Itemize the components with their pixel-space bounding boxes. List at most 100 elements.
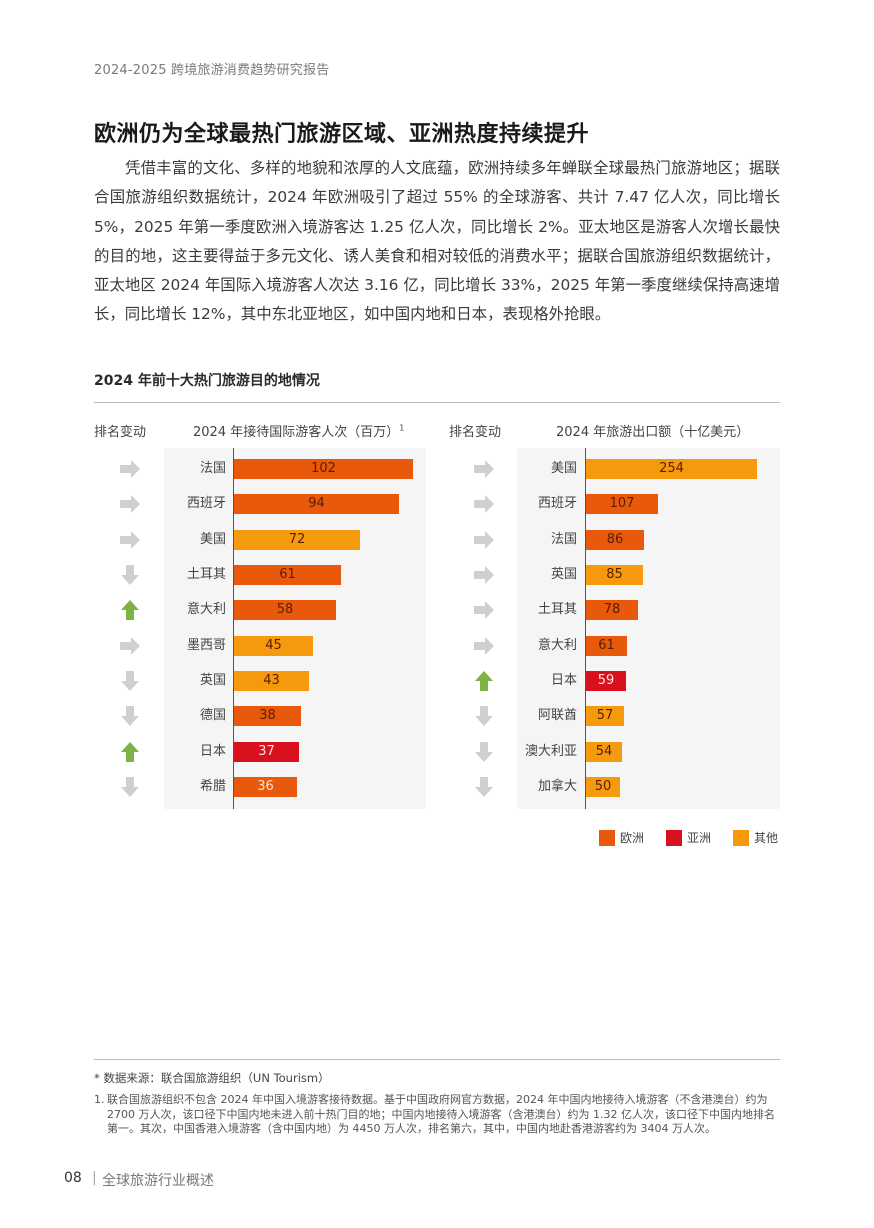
chart-row: 阿联酋 57 — [0, 706, 874, 726]
arrow-down-icon — [472, 741, 496, 762]
footer-section-name: 全球旅游行业概述 — [102, 1173, 214, 1189]
arrow-right-icon — [472, 636, 496, 656]
value-bar: 45 — [234, 636, 313, 656]
arrow-right-icon — [472, 565, 496, 585]
arrow-up-icon — [118, 599, 142, 620]
country-label: 美国 — [199, 532, 226, 547]
legend-swatch-europe — [599, 829, 615, 846]
right-chart-header: 2024 年旅游出口额（十亿美元） — [556, 425, 750, 440]
footnote-text: 联合国旅游组织不包含 2024 年中国入境游客接待数据。基于中国政府网官方数据，… — [107, 1093, 775, 1135]
country-label: 法国 — [199, 461, 226, 476]
value-bar: 37 — [234, 742, 299, 762]
chart-row: 土耳其 61 — [0, 565, 874, 585]
arrow-right-icon — [118, 494, 142, 514]
arrow-down-icon — [118, 564, 142, 585]
arrow-down-icon — [118, 705, 142, 726]
arrow-up-icon — [118, 741, 142, 762]
chart-row: 美国 72 — [0, 530, 874, 550]
body-paragraph: 凭借丰富的文化、多样的地貌和浓厚的人文底蕴，欧洲持续多年蝉联全球最热门旅游地区；… — [94, 154, 780, 330]
chart-row: 意大利 58 — [0, 600, 874, 620]
country-label: 加拿大 — [537, 779, 577, 794]
figure-top-divider — [94, 402, 780, 403]
chart-row: 法国 86 — [0, 530, 874, 550]
chart-row: 日本 37 — [0, 742, 874, 762]
paragraph-text: 凭借丰富的文化、多样的地貌和浓厚的人文底蕴，欧洲持续多年蝉联全球最热门旅游地区；… — [94, 159, 780, 324]
arrow-right-icon — [118, 530, 142, 550]
arrow-up-icon — [472, 670, 496, 691]
legend-label-asia: 亚洲 — [687, 831, 712, 845]
figure-title: 2024 年前十大热门旅游目的地情况 — [94, 373, 320, 389]
value-bar: 78 — [586, 600, 638, 620]
arrow-right-icon — [472, 600, 496, 620]
legend-swatch-asia — [666, 829, 683, 846]
running-header: 2024-2025 跨境旅游消费趋势研究报告 — [94, 63, 330, 78]
country-label: 美国 — [550, 461, 577, 476]
arrow-down-icon — [472, 776, 496, 797]
country-label: 澳大利亚 — [524, 744, 577, 759]
left-chart-axis — [233, 448, 234, 809]
footnote-number: 1. — [94, 1093, 105, 1106]
country-label: 阿联酋 — [537, 708, 577, 723]
left-rank-change-header: 排名变动 — [94, 425, 147, 440]
country-label: 土耳其 — [186, 567, 226, 582]
left-chart-header: 2024 年接待国际游客人次（百万）1 — [193, 421, 404, 440]
value-bar: 94 — [234, 494, 399, 514]
value-bar: 72 — [234, 530, 360, 550]
country-label: 日本 — [199, 744, 226, 759]
country-label: 墨西哥 — [186, 638, 226, 653]
chart-row: 西班牙 94 — [0, 494, 874, 514]
footer-separator: | — [92, 1170, 97, 1186]
section-title: 欧洲仍为全球最热门旅游区域、亚洲热度持续提升 — [94, 122, 590, 147]
legend-label-other: 其他 — [754, 831, 779, 845]
chart-row: 加拿大 50 — [0, 777, 874, 797]
country-label: 希腊 — [199, 779, 226, 794]
country-label: 法国 — [550, 532, 577, 547]
value-bar: 58 — [234, 600, 336, 620]
chart-row: 英国 43 — [0, 671, 874, 691]
arrow-right-icon — [118, 459, 142, 479]
arrow-down-icon — [118, 776, 142, 797]
arrow-down-icon — [118, 670, 142, 691]
data-source-note: * 数据来源：联合国旅游组织（UN Tourism） — [94, 1071, 330, 1085]
arrow-right-icon — [472, 459, 496, 479]
country-label: 西班牙 — [537, 496, 577, 511]
value-bar: 36 — [234, 777, 297, 797]
value-bar: 61 — [234, 565, 341, 585]
country-label: 日本 — [550, 673, 577, 688]
chart-row: 澳大利亚 54 — [0, 742, 874, 762]
chart-row: 美国 254 — [0, 459, 874, 479]
country-label: 德国 — [199, 708, 226, 723]
chart-row: 西班牙 107 — [0, 494, 874, 514]
chart-row: 日本 59 — [0, 671, 874, 691]
arrow-right-icon — [472, 530, 496, 550]
value-bar: 59 — [586, 671, 626, 691]
footnote-mark: 1 — [399, 423, 405, 433]
chart-row: 意大利 61 — [0, 636, 874, 656]
legend: 欧洲 亚洲 其他 — [599, 829, 778, 846]
chart-row: 墨西哥 45 — [0, 636, 874, 656]
value-bar: 43 — [234, 671, 309, 691]
footnote-1: 1. 联合国旅游组织不包含 2024 年中国入境游客接待数据。基于中国政府网官方… — [94, 1093, 784, 1137]
country-label: 西班牙 — [186, 496, 226, 511]
page-number: 08 — [64, 1170, 82, 1186]
chart-row: 德国 38 — [0, 706, 874, 726]
legend-swatch-other — [733, 829, 750, 846]
value-bar: 102 — [234, 459, 413, 479]
value-bar: 61 — [586, 636, 627, 656]
arrow-right-icon — [472, 494, 496, 514]
chart-row: 希腊 36 — [0, 777, 874, 797]
arrow-down-icon — [472, 705, 496, 726]
value-bar: 86 — [586, 530, 644, 550]
value-bar: 38 — [234, 706, 301, 726]
country-label: 土耳其 — [537, 602, 577, 617]
right-rank-change-header: 排名变动 — [449, 425, 502, 440]
value-bar: 107 — [586, 494, 658, 514]
value-bar: 254 — [586, 459, 757, 479]
right-chart-axis — [585, 448, 586, 809]
arrow-right-icon — [118, 636, 142, 656]
value-bar: 85 — [586, 565, 643, 585]
chart-row: 土耳其 78 — [0, 600, 874, 620]
country-label: 意大利 — [537, 638, 577, 653]
value-bar: 50 — [586, 777, 620, 797]
country-label: 英国 — [550, 567, 577, 582]
